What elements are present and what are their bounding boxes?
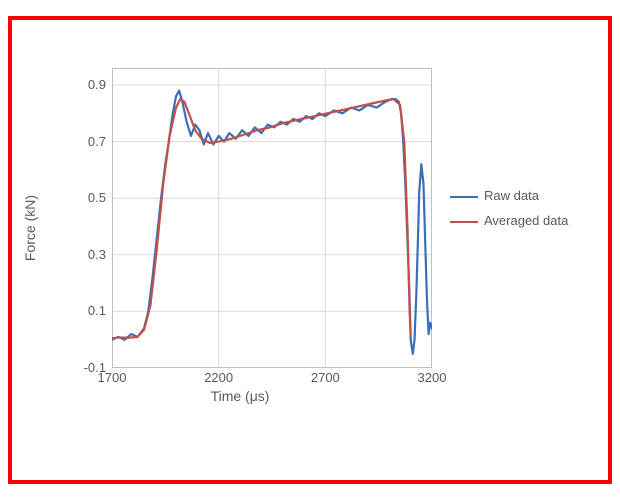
y-tick-label: 0.3 xyxy=(66,247,106,262)
x-axis-label: Time (μs) xyxy=(48,388,432,404)
x-tick-label: 2200 xyxy=(194,370,244,385)
y-tick-label: 0.9 xyxy=(66,77,106,92)
legend-swatch-averaged xyxy=(450,221,478,223)
legend: Raw data Averaged data xyxy=(450,188,568,228)
legend-entry-raw: Raw data xyxy=(450,188,568,203)
chart-container: Force (kN) Time (μs) -0.10.10.30.50.70.9… xyxy=(48,48,572,458)
y-tick-label: 0.5 xyxy=(66,190,106,205)
x-tick-label: 2700 xyxy=(300,370,350,385)
x-tick-label: 3200 xyxy=(407,370,457,385)
legend-swatch-raw xyxy=(450,196,478,198)
x-tick-label: 1700 xyxy=(87,370,137,385)
y-tick-label: 0.1 xyxy=(66,303,106,318)
legend-label-raw: Raw data xyxy=(484,188,539,203)
y-tick-label: 0.7 xyxy=(66,134,106,149)
legend-label-averaged: Averaged data xyxy=(484,213,568,228)
plot-area: -0.10.10.30.50.70.91700220027003200 xyxy=(112,68,432,368)
legend-entry-averaged: Averaged data xyxy=(450,213,568,228)
figure-frame: Force (kN) Time (μs) -0.10.10.30.50.70.9… xyxy=(8,16,612,484)
plot-svg xyxy=(112,68,432,368)
y-axis-label: Force (kN) xyxy=(22,195,38,261)
series-averaged-data xyxy=(112,99,411,338)
